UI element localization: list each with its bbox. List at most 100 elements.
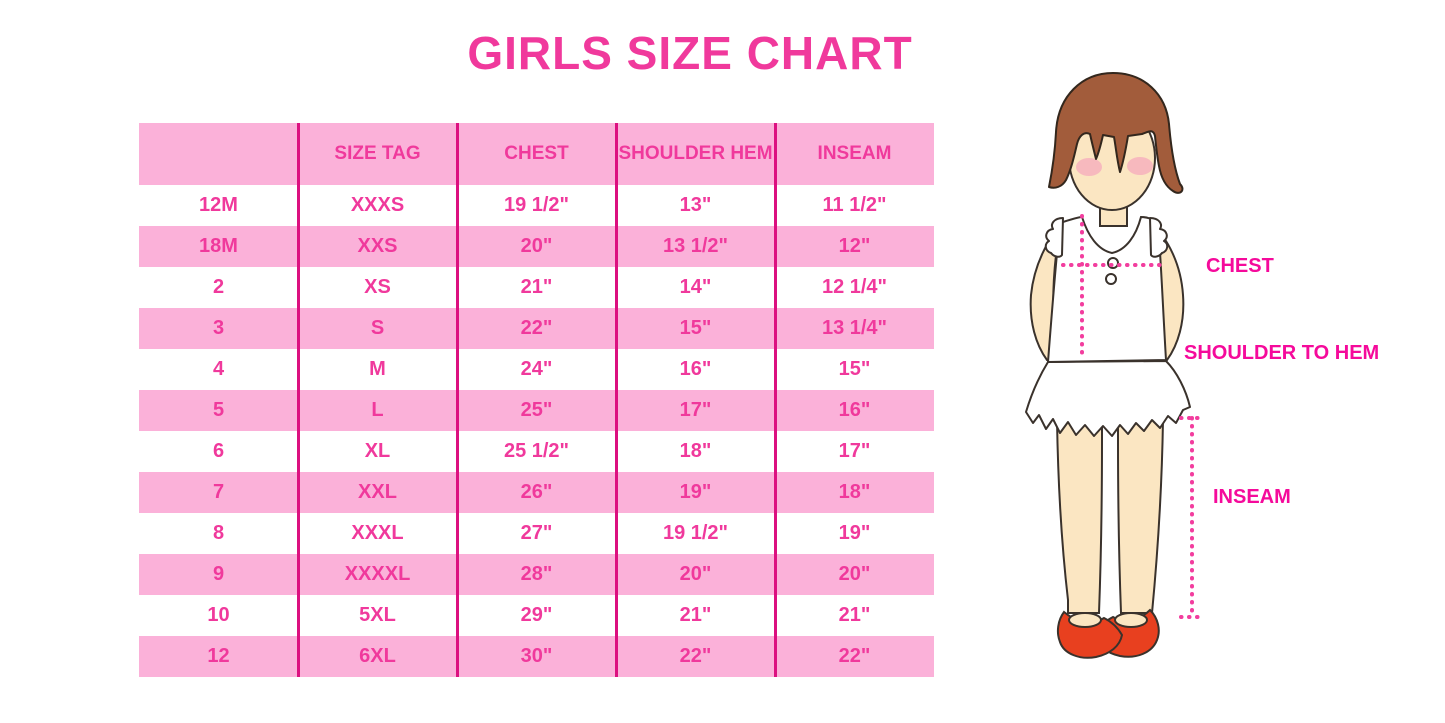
table-row: 2 XS 21" 14" 12 1/4": [139, 267, 934, 308]
value-cell: 25 1/2": [503, 440, 570, 462]
blush-left: [1076, 158, 1102, 176]
value-cell: XXL: [358, 481, 397, 503]
girl-leg-left: [1055, 419, 1103, 614]
table-column-divider: [773, 123, 777, 677]
value-cell: 15": [679, 317, 712, 339]
girl-ruffle-left: [1044, 217, 1064, 258]
girl-ruffle-right: [1149, 217, 1169, 258]
table-row: 4 M 24" 16" 15": [139, 349, 934, 390]
table-column-divider: [455, 123, 459, 677]
value-cell: 21": [679, 604, 712, 626]
size-cell: 2: [212, 276, 225, 298]
blush-right: [1127, 157, 1153, 175]
size-cell: 8: [212, 522, 225, 544]
girl-measurement-diagram: CHEST SHOULDER TO HEM INSEAM: [1000, 60, 1445, 705]
table-column-divider: [614, 123, 618, 677]
girl-skirt: [1025, 360, 1191, 437]
size-cell: 18M: [199, 235, 238, 257]
page-title: GIRLS SIZE CHART: [467, 27, 913, 79]
table-row: 7 XXL 26" 19" 18": [139, 472, 934, 513]
value-cell: XXXXL: [344, 563, 411, 585]
value-cell: 20": [520, 235, 553, 257]
shoulder-to-hem-label: SHOULDER TO HEM: [1184, 342, 1379, 364]
value-cell: 19": [679, 481, 712, 503]
value-cell: 26": [520, 481, 553, 503]
girl-top: [1046, 215, 1168, 364]
value-cell: 21": [520, 276, 553, 298]
value-cell: 20": [679, 563, 712, 585]
table-row: SIZE TAG CHEST SHOULDER HEM INSEAM: [139, 123, 934, 185]
size-cell: 12: [207, 645, 230, 667]
girl-shoe-left: [1056, 610, 1124, 659]
value-cell: 17": [838, 440, 871, 462]
size-table-body: SIZE TAG CHEST SHOULDER HEM INSEAM 12M XXXS 19…: [139, 123, 934, 677]
girl-leg-right: [1117, 419, 1165, 614]
size-cell: 6: [212, 440, 225, 462]
value-cell: 5XL: [359, 604, 396, 626]
value-cell: 15": [838, 358, 871, 380]
size-cell: 9: [212, 563, 225, 585]
value-cell: 22": [838, 645, 871, 667]
value-cell: 16": [838, 399, 871, 421]
value-cell: 18": [679, 440, 712, 462]
header-cell: CHEST: [504, 143, 569, 164]
value-cell: 12": [838, 235, 871, 257]
value-cell: 19 1/2": [503, 194, 570, 216]
size-cell: 4: [212, 358, 225, 380]
value-cell: XL: [364, 440, 391, 462]
size-cell: 7: [212, 481, 225, 503]
value-cell: 16": [679, 358, 712, 380]
value-cell: 22": [520, 317, 553, 339]
chest-label: CHEST: [1206, 255, 1274, 277]
value-cell: 13 1/4": [821, 317, 888, 339]
value-cell: 27": [520, 522, 553, 544]
value-cell: 19": [838, 522, 871, 544]
table-row: 10 5XL 29" 21" 21": [139, 595, 934, 636]
header-cell: [139, 123, 298, 185]
girl-top-button: [1105, 273, 1117, 285]
value-cell: 6XL: [359, 645, 396, 667]
value-cell: 17": [679, 399, 712, 421]
table-row: 8 XXXL 27" 19 1/2" 19": [139, 513, 934, 554]
value-cell: 30": [520, 645, 553, 667]
header-cell: SHOULDER HEM: [618, 143, 773, 164]
size-cell: 10: [207, 604, 230, 626]
value-cell: 11 1/2": [822, 194, 887, 216]
value-cell: 13": [679, 194, 712, 216]
header-cell: INSEAM: [817, 143, 892, 164]
value-cell: 29": [520, 604, 553, 626]
girl-hair: [1048, 72, 1184, 194]
size-cell: 3: [212, 317, 225, 339]
value-cell: XXXS: [350, 194, 405, 216]
table-row: 6 XL 25 1/2" 18" 17": [139, 431, 934, 472]
girl-top-button: [1107, 257, 1119, 269]
girl-illustration: CHEST SHOULDER TO HEM INSEAM: [1025, 72, 1379, 659]
value-cell: 20": [838, 563, 871, 585]
value-cell: 25": [520, 399, 553, 421]
table-row: 12M XXXS 19 1/2" 13" 11 1/2": [139, 185, 934, 226]
value-cell: L: [371, 399, 384, 421]
size-cell: 5: [212, 399, 225, 421]
value-cell: M: [369, 358, 386, 380]
header-cell: SIZE TAG: [334, 143, 421, 164]
girls-size-table: SIZE TAG CHEST SHOULDER HEM INSEAM 12M XXXS 19…: [139, 123, 934, 677]
value-cell: XXS: [357, 235, 398, 257]
table-row: 3 S 22" 15" 13 1/4": [139, 308, 934, 349]
value-cell: 28": [520, 563, 553, 585]
value-cell: XXXL: [351, 522, 404, 544]
table-column-divider: [296, 123, 300, 677]
table-row: 5 L 25" 17" 16": [139, 390, 934, 431]
table-row: 9 XXXXL 28" 20" 20": [139, 554, 934, 595]
table-row: 12 6XL 30" 22" 22": [139, 636, 934, 677]
size-cell: 12M: [199, 194, 238, 216]
value-cell: 12 1/4": [821, 276, 888, 298]
value-cell: S: [370, 317, 385, 339]
value-cell: 19 1/2": [662, 522, 729, 544]
value-cell: 24": [520, 358, 553, 380]
value-cell: 13 1/2": [662, 235, 729, 257]
table-row: 18M XXS 20" 13 1/2" 12": [139, 226, 934, 267]
value-cell: 22": [679, 645, 712, 667]
value-cell: XS: [364, 276, 391, 298]
inseam-label: INSEAM: [1213, 486, 1291, 508]
value-cell: 21": [838, 604, 871, 626]
